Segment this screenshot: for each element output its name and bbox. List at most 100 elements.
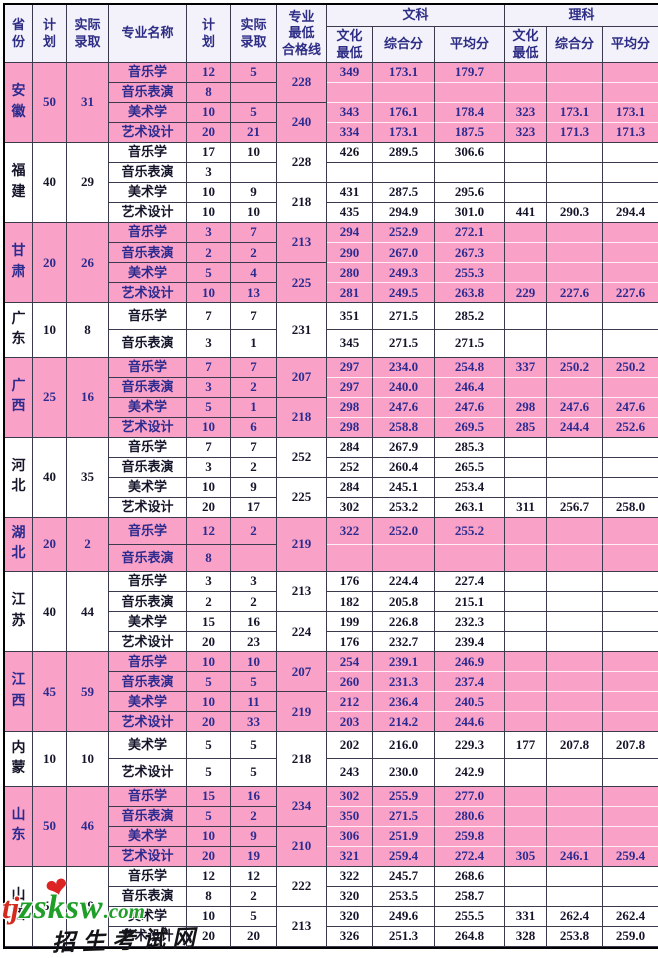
cell-qual-line: 207 — [277, 652, 327, 693]
cell-major: 音乐学 — [109, 572, 187, 593]
table-row: 湖北 20 2 音乐学 12 2 219 322 252.0 255.2 — [5, 517, 658, 573]
cell-major-plan: 3 — [187, 377, 231, 398]
cell-major-plan: 2 — [187, 243, 231, 264]
cell-actual-total: 59 — [67, 652, 109, 733]
cell-score: 297 — [327, 357, 373, 378]
cell-score — [505, 632, 548, 653]
cell-qual-line: 218 — [277, 183, 327, 224]
cell-score — [547, 437, 604, 458]
table-row: 美术学 10 11 219 212 236.4 240.5 — [5, 692, 658, 733]
cell-score — [547, 866, 604, 887]
cell-score — [547, 143, 604, 164]
cell-score — [505, 572, 548, 593]
cell-score: 426 — [327, 143, 373, 164]
header-average-arts: 平均分 — [435, 27, 506, 63]
cell-score — [547, 377, 604, 398]
cell-major-plan: 12 — [187, 866, 231, 887]
cell-score: 322 — [327, 517, 373, 545]
cell-qual-line: 252 — [277, 437, 327, 478]
cell-major: 音乐学 — [109, 143, 187, 164]
cell-score — [603, 866, 658, 887]
cell-major-plan: 3 — [187, 330, 231, 358]
table-row: 音乐表演 5 2 350 271.5 280.6 — [5, 806, 658, 827]
table-row: 福建 40 29 音乐学 17 10 228 426 289.5 306.6 — [5, 143, 658, 224]
cell-score — [603, 692, 658, 713]
cell-score: 290.3 — [547, 203, 604, 224]
cell-plan-total: 40 — [33, 143, 67, 224]
cell-plan-total: 20 — [33, 223, 67, 304]
cell-score: 249.3 — [373, 263, 435, 284]
cell-major: 音乐表演 — [109, 806, 187, 827]
cell-major-plan: 3 — [187, 572, 231, 593]
cell-score: 262.4 — [547, 906, 604, 927]
header-major: 专业名称 — [109, 5, 187, 63]
table-row: 音乐表演 2 2 290 267.0 267.3 — [5, 243, 658, 264]
cell-score — [505, 544, 548, 573]
cell-major-actual: 2 — [231, 806, 277, 827]
cell-score — [435, 544, 506, 573]
cell-score: 256.7 — [547, 497, 604, 518]
cell-major: 美术学 — [109, 612, 187, 633]
cell-qual-line: 240 — [277, 103, 327, 144]
cell-score — [603, 826, 658, 847]
cell-score — [505, 786, 548, 807]
cell-score: 202 — [327, 732, 373, 760]
cell-major-actual: 9 — [231, 826, 277, 847]
cell-major-actual: 10 — [231, 652, 277, 673]
cell-major: 艺术设计 — [109, 417, 187, 438]
cell-major-actual: 2 — [231, 886, 277, 907]
cell-score — [505, 223, 548, 244]
cell-score: 246.9 — [435, 652, 506, 673]
cell-score: 226.8 — [373, 612, 435, 633]
cell-qual-line: 213 — [277, 906, 327, 947]
cell-score: 234.0 — [373, 357, 435, 378]
cell-score: 247.6 — [435, 397, 506, 418]
cell-major-plan: 3 — [187, 457, 231, 478]
cell-qual-line: 218 — [277, 397, 327, 438]
header-plan: 计 划 — [33, 5, 67, 63]
cell-actual-total: 2 — [67, 517, 109, 573]
cell-score: 287.5 — [373, 183, 435, 204]
cell-major-actual: 33 — [231, 712, 277, 733]
cell-major-plan: 5 — [187, 759, 231, 787]
cell-major: 美术学 — [109, 826, 187, 847]
cell-major-plan: 12 — [187, 63, 231, 84]
cell-score — [603, 786, 658, 807]
cell-major-actual: 5 — [231, 759, 277, 787]
cell-score: 212 — [327, 692, 373, 713]
cell-score — [603, 612, 658, 633]
cell-major-actual: 7 — [231, 357, 277, 378]
cell-major-actual: 6 — [231, 417, 277, 438]
cell-major-actual: 1 — [231, 330, 277, 358]
cell-major-actual: 2 — [231, 592, 277, 613]
cell-score: 182 — [327, 592, 373, 613]
cell-score: 236.4 — [373, 692, 435, 713]
cell-score — [505, 63, 548, 84]
table-row: 艺术设计 5 5 243 230.0 242.9 — [5, 759, 658, 787]
cell-major-plan: 15 — [187, 786, 231, 807]
cell-qual-line: 219 — [277, 517, 327, 573]
cell-score: 263.8 — [435, 283, 506, 304]
cell-major-actual: 11 — [231, 692, 277, 713]
cell-major-actual: 1 — [231, 397, 277, 418]
cell-major: 音乐表演 — [109, 377, 187, 398]
cell-score — [547, 886, 604, 907]
cell-score — [373, 83, 435, 104]
cell-major: 艺术设计 — [109, 712, 187, 733]
cell-score: 244.4 — [547, 417, 604, 438]
cell-score — [547, 243, 604, 264]
cell-major: 美术学 — [109, 477, 187, 498]
table-row: 广西 25 16 音乐学 7 7 207 297 234.0 254.8 337 250.2 250.2 — [5, 357, 658, 438]
cell-actual-total: 44 — [67, 572, 109, 653]
cell-score: 267.3 — [435, 243, 506, 264]
cell-actual-total: 29 — [67, 143, 109, 224]
table-row: 美术学 15 16 224 199 226.8 232.3 — [5, 612, 658, 653]
cell-score — [547, 263, 604, 284]
cell-province: 河北 — [5, 437, 33, 518]
cell-score: 277.0 — [435, 786, 506, 807]
table-row: 艺术设计 10 6 298 258.8 269.5 285 244.4 252.6 — [5, 417, 658, 438]
cell-score — [603, 163, 658, 184]
cell-score: 271.5 — [373, 303, 435, 331]
cell-score: 258.7 — [435, 886, 506, 907]
cell-major-actual: 7 — [231, 303, 277, 331]
